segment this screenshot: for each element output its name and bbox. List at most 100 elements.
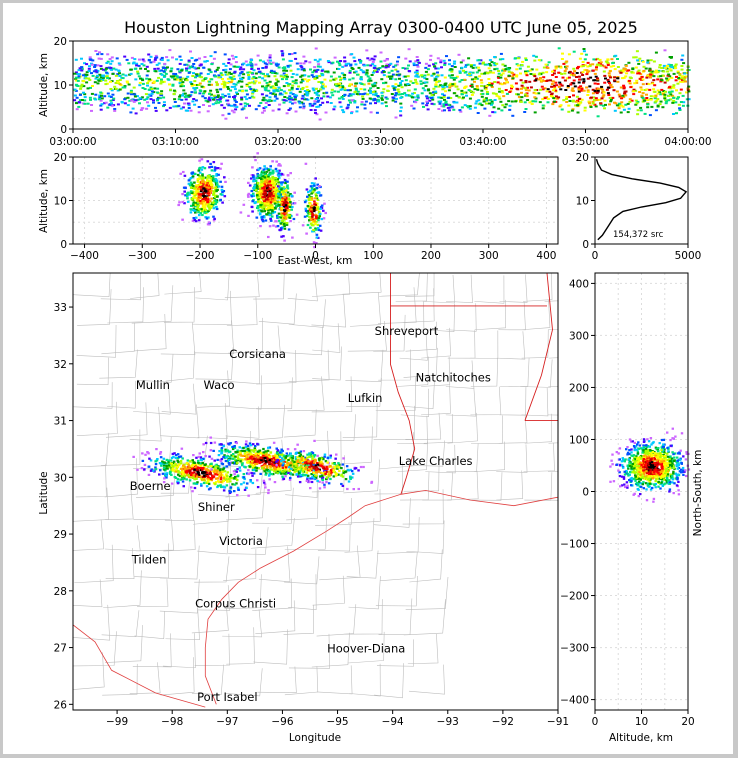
density-cell xyxy=(552,69,556,72)
density-cell xyxy=(636,70,640,73)
density-cell xyxy=(307,79,311,81)
density-cell xyxy=(551,103,555,106)
source-point xyxy=(234,477,238,480)
density-cell xyxy=(442,59,446,62)
density-cell xyxy=(134,112,138,115)
density-cell xyxy=(310,192,313,195)
density-cell xyxy=(196,190,200,193)
density-cell xyxy=(250,177,253,180)
density-cell xyxy=(371,63,375,66)
density-cell xyxy=(623,92,627,95)
source-point xyxy=(199,464,203,467)
density-cell xyxy=(110,89,114,92)
density-cell xyxy=(616,66,620,68)
density-cell xyxy=(226,73,230,76)
density-cell xyxy=(314,203,317,206)
density-cell xyxy=(268,54,272,57)
density-cell xyxy=(169,75,173,78)
figure-title: Houston Lightning Mapping Array 0300-040… xyxy=(124,18,638,37)
density-cell xyxy=(359,77,363,80)
density-cell xyxy=(212,178,215,181)
density-cell xyxy=(198,171,202,174)
source-point xyxy=(206,477,210,480)
density-cell xyxy=(294,96,297,99)
density-cell xyxy=(687,98,691,101)
county-line xyxy=(378,287,417,324)
density-cell xyxy=(96,64,100,67)
density-cell xyxy=(116,89,120,92)
county-line xyxy=(496,470,524,501)
density-cell xyxy=(285,222,289,225)
source-point xyxy=(298,481,302,484)
density-cell xyxy=(284,99,288,102)
density-cell xyxy=(232,57,235,60)
density-cell xyxy=(443,109,446,112)
source-point xyxy=(181,466,185,469)
density-cell xyxy=(380,94,384,97)
density-cell xyxy=(178,76,182,79)
county-line xyxy=(192,290,232,326)
density-cell xyxy=(595,66,598,69)
density-cell xyxy=(257,168,260,171)
density-cell xyxy=(275,89,279,92)
density-cell xyxy=(371,71,375,74)
density-cell xyxy=(446,97,450,99)
density-cell xyxy=(497,87,501,90)
county-line xyxy=(342,273,382,295)
density-cell xyxy=(311,218,314,222)
density-cell xyxy=(304,199,308,202)
density-cell xyxy=(504,78,508,81)
density-cell xyxy=(356,106,359,109)
density-cell xyxy=(246,194,250,197)
density-cell xyxy=(337,97,341,100)
county-line xyxy=(197,585,231,611)
density-cell xyxy=(459,61,463,64)
source-point xyxy=(161,460,164,463)
density-cell xyxy=(348,69,352,72)
density-cell xyxy=(207,216,210,219)
density-cell xyxy=(434,83,438,86)
density-cell xyxy=(217,173,220,176)
density-cell xyxy=(233,97,236,100)
density-cell xyxy=(665,79,669,82)
density-cell xyxy=(641,97,645,100)
density-cell xyxy=(373,64,377,67)
density-cell xyxy=(529,73,533,75)
density-cell xyxy=(623,68,627,71)
density-cell xyxy=(622,84,626,87)
density-cell xyxy=(116,73,120,76)
source-point xyxy=(210,462,213,465)
density-cell xyxy=(141,82,145,85)
density-cell xyxy=(302,69,306,72)
source-point xyxy=(195,456,198,459)
density-cell xyxy=(259,197,262,200)
density-cell xyxy=(567,53,571,56)
density-cell xyxy=(126,92,130,95)
density-cell xyxy=(146,101,149,104)
density-cell xyxy=(262,60,266,63)
source-point xyxy=(214,473,217,476)
density-cell xyxy=(385,105,388,108)
source-point xyxy=(232,453,235,456)
source-point xyxy=(186,467,189,470)
density-cell xyxy=(308,219,311,222)
density-cell xyxy=(266,187,269,190)
density-cell xyxy=(338,75,342,78)
density-cell xyxy=(192,185,195,188)
county-line xyxy=(422,472,453,501)
density-cell xyxy=(82,85,86,88)
density-cell xyxy=(581,65,585,68)
density-cell xyxy=(656,89,660,92)
density-cell xyxy=(221,193,224,196)
density-cell xyxy=(98,96,102,99)
density-cell xyxy=(675,75,678,78)
density-cell xyxy=(73,99,77,102)
density-cell xyxy=(643,112,647,115)
density-cell xyxy=(228,68,232,71)
density-cell xyxy=(94,69,98,72)
source-point xyxy=(215,477,218,480)
density-cell xyxy=(378,67,382,69)
density-cell xyxy=(259,72,263,75)
density-cell xyxy=(549,93,553,96)
density-cell xyxy=(546,79,550,82)
